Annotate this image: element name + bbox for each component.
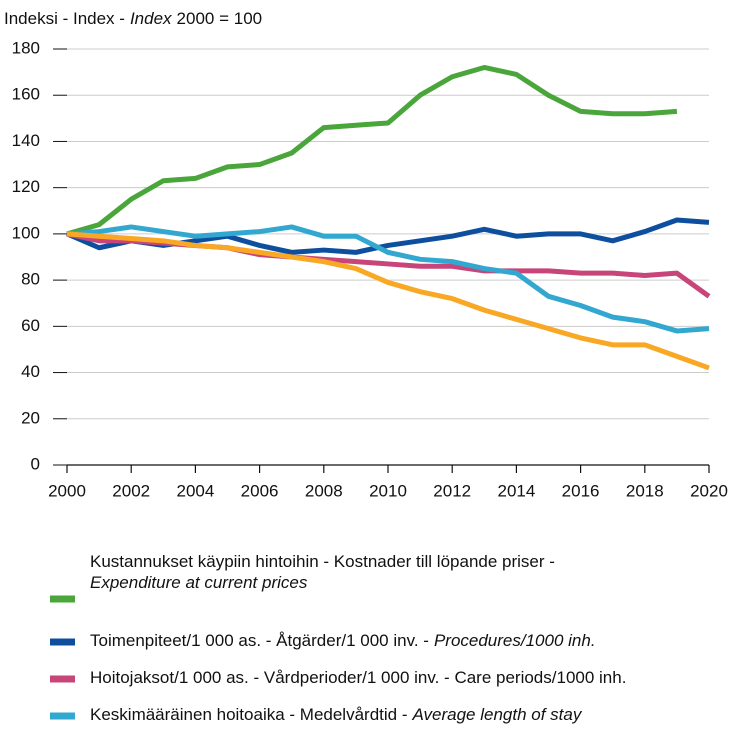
x-tick-label: 2008 [305,481,343,500]
x-tick-label: 2006 [241,481,279,500]
y-tick-label: 80 [21,270,40,289]
title-part: 2000 = 100 [177,9,263,28]
series-line [66,217,710,255]
y-tick-label: 40 [21,362,40,381]
legend-label-part: Hoitojaksot/1 000 as. - Vårdperioder/1 0… [90,668,626,687]
y-tick-label: 180 [12,38,40,57]
y-tick-label: 120 [12,177,40,196]
chart-title: Indeksi - Index - Index 2000 = 100 [4,9,262,28]
x-tick-label: 2014 [497,481,535,500]
legend-label-part: Keskimääräinen hoitoaika - Medelvårdtid … [90,705,408,724]
legend-label-part: Kustannukset käypiin hintoihin - Kostnad… [90,552,555,571]
series-line [66,224,710,334]
legend-label-part: Toimenpiteet/1 000 as. - Åtgärder/1 000 … [90,631,429,650]
legend-label: Toimenpiteet/1 000 as. - Åtgärder/1 000 … [90,631,596,650]
x-tick-label: 2000 [48,481,86,500]
x-tick-label: 2020 [690,481,728,500]
x-tick-label: 2016 [562,481,600,500]
legend-label: Hoitojaksot/1 000 as. - Vårdperioder/1 0… [90,668,626,687]
x-tick-label: 2018 [626,481,664,500]
x-tick-label: 2002 [112,481,150,500]
title-part: Indeksi - Index - [4,9,125,28]
series-line [66,231,710,371]
title-part: Index [130,9,172,28]
y-tick-label: 0 [31,454,40,473]
x-tick-label: 2004 [176,481,214,500]
legend-label-part: Expenditure at current prices [90,573,308,592]
legend-label: Kustannukset käypiin hintoihin - Kostnad… [90,552,555,592]
y-tick-label: 140 [12,131,40,150]
y-tick-label: 160 [12,85,40,104]
legend-label-part: Procedures/1000 inh. [434,631,596,650]
x-tick-label: 2012 [433,481,471,500]
series-line [66,64,678,237]
y-tick-label: 20 [21,408,40,427]
legend-label: Keskimääräinen hoitoaika - Medelvårdtid … [90,705,583,724]
y-tick-label: 100 [12,223,40,242]
y-tick-label: 60 [21,316,40,335]
x-tick-label: 2010 [369,481,407,500]
legend-label-part: Average length of stay [412,705,583,724]
